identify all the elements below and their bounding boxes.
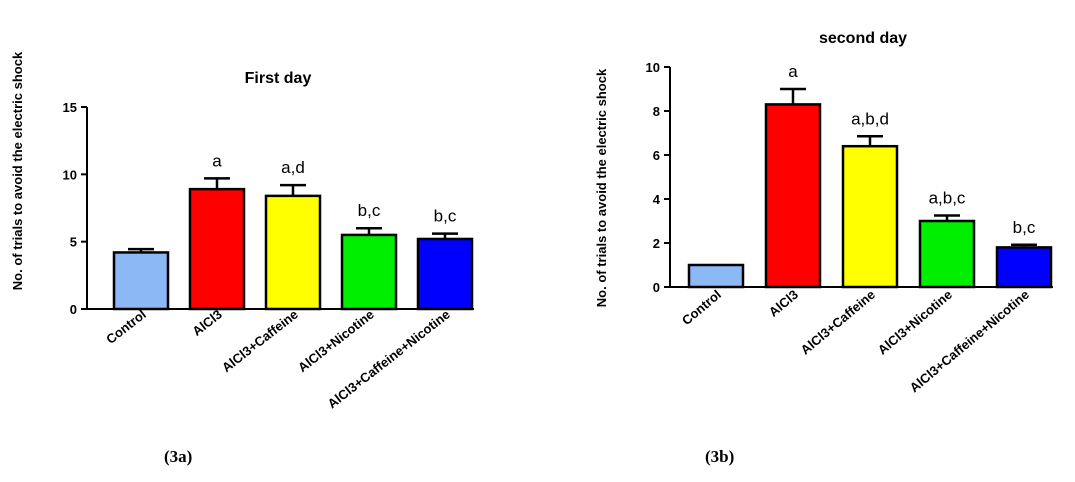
chart1-bar [264, 194, 322, 311]
chart1-significance-label: a [212, 151, 222, 170]
chart2-x-tick-label: AlCl3 [766, 287, 801, 320]
chart2-significance-label: a [788, 62, 798, 81]
chart1-bar [340, 233, 398, 311]
chart1-bar [416, 237, 474, 311]
chart1-significance-label: a,d [281, 158, 305, 177]
chart1-y-tick-label: 5 [70, 235, 77, 250]
chart2-y-tick-label: 4 [653, 192, 661, 207]
chart2-y-tick-label: 8 [653, 104, 660, 119]
chart2-bar [687, 263, 745, 289]
chart2-bar [841, 144, 899, 289]
chart2-x-tick-label: AlCl3+Nicotine [875, 287, 955, 358]
chart2-x-tick-label: AlCl3+Caffeine [798, 287, 878, 358]
chart2-bar [764, 103, 822, 289]
chart2-y-tick-label: 6 [653, 148, 660, 163]
chart1-significance-label: b,c [358, 201, 381, 220]
chart2-significance-label: b,c [1013, 218, 1036, 237]
panel-caption-3b: (3b) [705, 447, 735, 466]
chart1-x-tick-label: AlCl3 [189, 307, 224, 339]
chart1-bar [112, 251, 170, 311]
chart1-title: First day [245, 70, 312, 87]
chart1-x-tick-label: Control [103, 307, 149, 347]
chart2-y-tick-label: 2 [653, 236, 660, 251]
chart2-significance-label: a,b,c [929, 189, 966, 208]
chart1-y-tick-label: 15 [63, 100, 77, 115]
chart1-x-tick-label: AlCl3+Caffeine+Nicotine [325, 307, 453, 412]
panel-caption-3a: (3a) [164, 447, 193, 466]
chart2-y-tick-label: 0 [653, 280, 660, 295]
chart1-x-tick-label: AlCl3+Caffeine [219, 307, 301, 376]
chart2-y-axis-label: No. of trials to avoid the electric shoc… [594, 68, 609, 307]
chart1-bar [188, 187, 246, 311]
chart2-significance-label: a,b,d [851, 109, 889, 128]
chart1-y-tick-label: 10 [63, 167, 77, 182]
chart2-y-tick-label: 10 [646, 60, 660, 75]
chart1-significance-label: b,c [434, 207, 457, 226]
chart2-x-tick-label: Control [679, 287, 724, 328]
chart2-bar [918, 219, 976, 289]
chart1-x-tick-label: AlCl3+Nicotine [295, 307, 377, 376]
chart1-y-tick-label: 0 [70, 302, 77, 317]
chart2-bar [995, 246, 1053, 289]
chart2-title: second day [819, 30, 907, 47]
chart1-y-axis-label: No. of trials to avoid the electric shoc… [10, 51, 25, 290]
